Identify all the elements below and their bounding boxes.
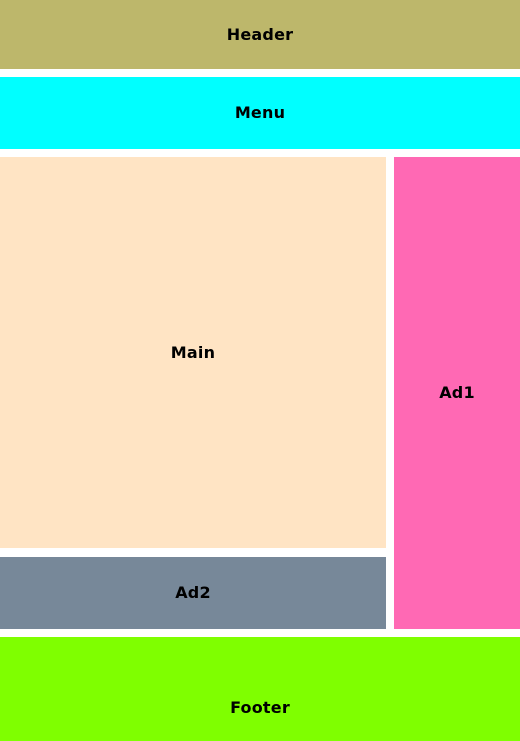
ad1-region: Ad1	[394, 157, 520, 629]
ad2-label: Ad2	[175, 585, 211, 601]
footer-region: Footer	[0, 637, 520, 741]
main-region: Main	[0, 157, 386, 548]
ad1-label: Ad1	[439, 385, 475, 401]
header-region: Header	[0, 0, 520, 69]
main-label: Main	[171, 345, 215, 361]
ad2-region: Ad2	[0, 557, 386, 629]
footer-label: Footer	[230, 700, 290, 716]
header-label: Header	[227, 27, 293, 43]
menu-region: Menu	[0, 77, 520, 149]
menu-label: Menu	[235, 105, 285, 121]
